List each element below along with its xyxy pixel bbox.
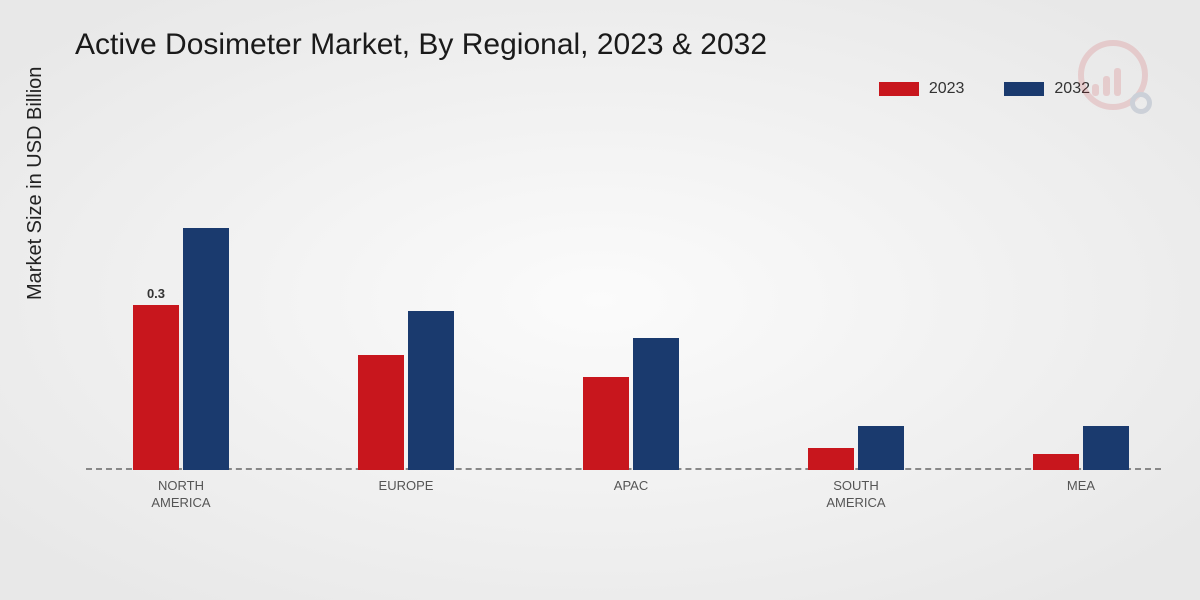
bar-2023 xyxy=(808,448,854,470)
x-tick-label: EUROPE xyxy=(336,478,476,495)
plot-area: 0.3 xyxy=(86,140,1161,470)
x-tick-label: APAC xyxy=(561,478,701,495)
bar-2032 xyxy=(183,228,229,470)
bar-2023 xyxy=(133,305,179,470)
y-axis-label: Market Size in USD Billion xyxy=(24,67,47,300)
bar-2032 xyxy=(1083,426,1129,470)
legend: 2023 2032 xyxy=(879,80,1090,98)
bar-2023 xyxy=(1033,454,1079,471)
bar-2032 xyxy=(633,338,679,470)
legend-item-2023: 2023 xyxy=(879,80,965,98)
chart-title: Active Dosimeter Market, By Regional, 20… xyxy=(75,28,767,62)
legend-swatch-2023 xyxy=(879,82,919,96)
bar-2032 xyxy=(408,311,454,471)
bar-2023 xyxy=(358,355,404,471)
bar-2032 xyxy=(858,426,904,470)
bar-value-label: 0.3 xyxy=(131,286,181,301)
x-tick-label: MEA xyxy=(1011,478,1151,495)
x-tick-label: SOUTHAMERICA xyxy=(786,478,926,512)
x-tick-label: NORTHAMERICA xyxy=(111,478,251,512)
watermark-logo-icon xyxy=(1078,40,1148,110)
legend-label-2023: 2023 xyxy=(929,80,965,98)
legend-swatch-2032 xyxy=(1004,82,1044,96)
bar-2023 xyxy=(583,377,629,471)
